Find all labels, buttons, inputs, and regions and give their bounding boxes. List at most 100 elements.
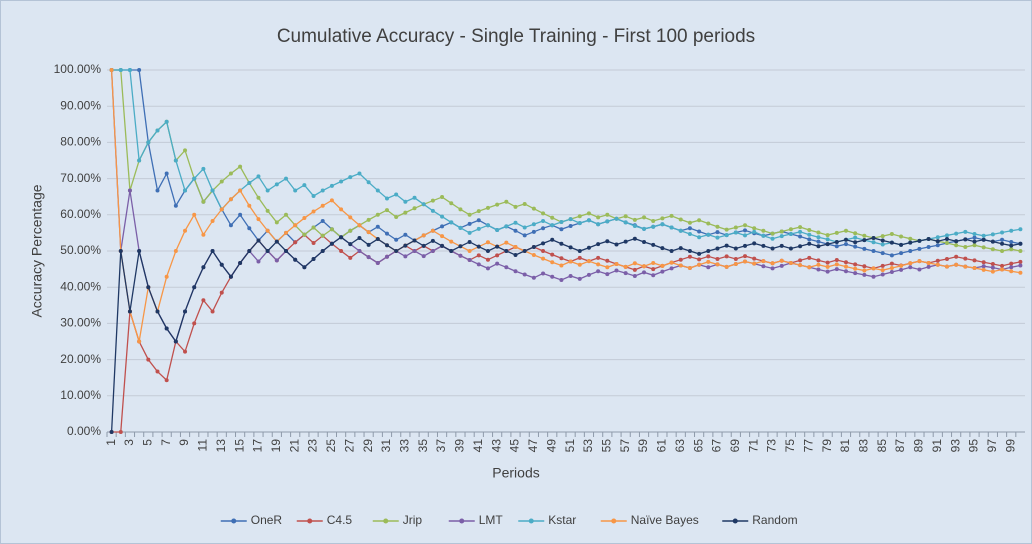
point-marker xyxy=(807,228,812,233)
point-marker xyxy=(467,230,472,235)
x-tick-label: 43 xyxy=(489,439,503,453)
point-marker xyxy=(550,215,555,220)
point-marker xyxy=(504,224,509,229)
point-marker xyxy=(522,201,527,206)
x-tick-label: 89 xyxy=(912,439,926,453)
point-marker xyxy=(697,257,702,262)
point-marker xyxy=(375,224,380,229)
point-marker xyxy=(788,260,793,265)
point-marker xyxy=(541,226,546,231)
point-marker xyxy=(687,249,692,253)
point-marker xyxy=(513,204,518,209)
point-marker xyxy=(596,222,601,227)
point-marker xyxy=(1000,237,1005,242)
point-marker xyxy=(917,238,922,243)
point-marker xyxy=(954,254,959,259)
point-marker xyxy=(430,238,435,243)
point-marker xyxy=(660,263,665,268)
legend-marker xyxy=(307,518,313,524)
y-tick-label: 0.00% xyxy=(67,424,101,438)
x-tick-label: 17 xyxy=(251,439,265,453)
point-marker xyxy=(724,264,729,269)
x-tick-label: 55 xyxy=(599,439,613,453)
point-marker xyxy=(293,240,298,245)
point-marker xyxy=(770,246,775,251)
point-marker xyxy=(247,203,252,208)
point-marker xyxy=(348,215,353,220)
point-marker xyxy=(458,244,463,249)
y-tick-label: 20.00% xyxy=(60,352,101,366)
point-marker xyxy=(1000,267,1005,272)
point-marker xyxy=(908,261,913,266)
point-marker xyxy=(568,217,573,222)
point-marker xyxy=(990,269,995,274)
point-marker xyxy=(678,257,683,262)
point-marker xyxy=(963,264,968,269)
x-tick-label: 75 xyxy=(783,439,797,453)
point-marker xyxy=(550,260,555,265)
point-marker xyxy=(752,261,757,266)
point-marker xyxy=(697,218,702,223)
point-marker xyxy=(467,239,472,244)
legend-label: LMT xyxy=(479,513,504,527)
point-marker xyxy=(495,253,500,258)
point-marker xyxy=(788,231,793,236)
point-marker xyxy=(265,249,270,253)
point-marker xyxy=(733,230,738,235)
point-marker xyxy=(1018,259,1023,264)
point-marker xyxy=(862,246,867,251)
x-tick-label: 65 xyxy=(691,439,705,453)
point-marker xyxy=(485,249,490,253)
point-marker xyxy=(605,239,610,244)
point-marker xyxy=(981,264,986,269)
point-marker xyxy=(541,211,546,216)
point-marker xyxy=(394,237,399,242)
point-marker xyxy=(944,237,949,242)
point-marker xyxy=(238,164,243,169)
point-marker xyxy=(743,223,748,228)
point-marker xyxy=(577,249,582,253)
point-marker xyxy=(779,263,784,268)
point-marker xyxy=(687,254,692,259)
point-marker xyxy=(724,254,729,259)
point-marker xyxy=(449,239,454,244)
point-marker xyxy=(889,261,894,266)
point-marker xyxy=(513,220,518,225)
point-marker xyxy=(541,218,546,223)
point-marker xyxy=(642,239,647,244)
point-marker xyxy=(375,260,380,265)
point-marker xyxy=(843,242,848,247)
point-marker xyxy=(412,238,417,243)
point-marker xyxy=(834,239,839,244)
point-marker xyxy=(531,206,536,211)
point-marker xyxy=(761,259,766,264)
point-marker xyxy=(127,68,132,72)
x-tick-label: 91 xyxy=(930,439,944,453)
y-tick-label: 40.00% xyxy=(60,279,101,293)
point-marker xyxy=(733,262,738,267)
point-marker xyxy=(384,243,389,248)
point-marker xyxy=(990,232,995,237)
point-marker xyxy=(623,239,628,244)
point-marker xyxy=(137,249,142,253)
point-marker xyxy=(412,195,417,200)
point-marker xyxy=(972,243,977,248)
point-marker xyxy=(513,228,518,233)
point-marker xyxy=(366,180,371,185)
point-marker xyxy=(559,220,564,225)
point-marker xyxy=(577,262,582,267)
point-marker xyxy=(504,240,509,245)
point-marker xyxy=(935,258,940,263)
point-marker xyxy=(577,276,582,281)
point-marker xyxy=(963,229,968,234)
point-marker xyxy=(632,273,637,278)
point-marker xyxy=(899,251,904,256)
point-marker xyxy=(733,225,738,230)
point-marker xyxy=(513,252,518,257)
point-marker xyxy=(541,249,546,253)
y-tick-label: 50.00% xyxy=(60,243,101,257)
x-tick-label: 47 xyxy=(526,439,540,453)
point-marker xyxy=(816,244,821,249)
point-marker xyxy=(733,256,738,261)
point-marker xyxy=(586,272,591,277)
